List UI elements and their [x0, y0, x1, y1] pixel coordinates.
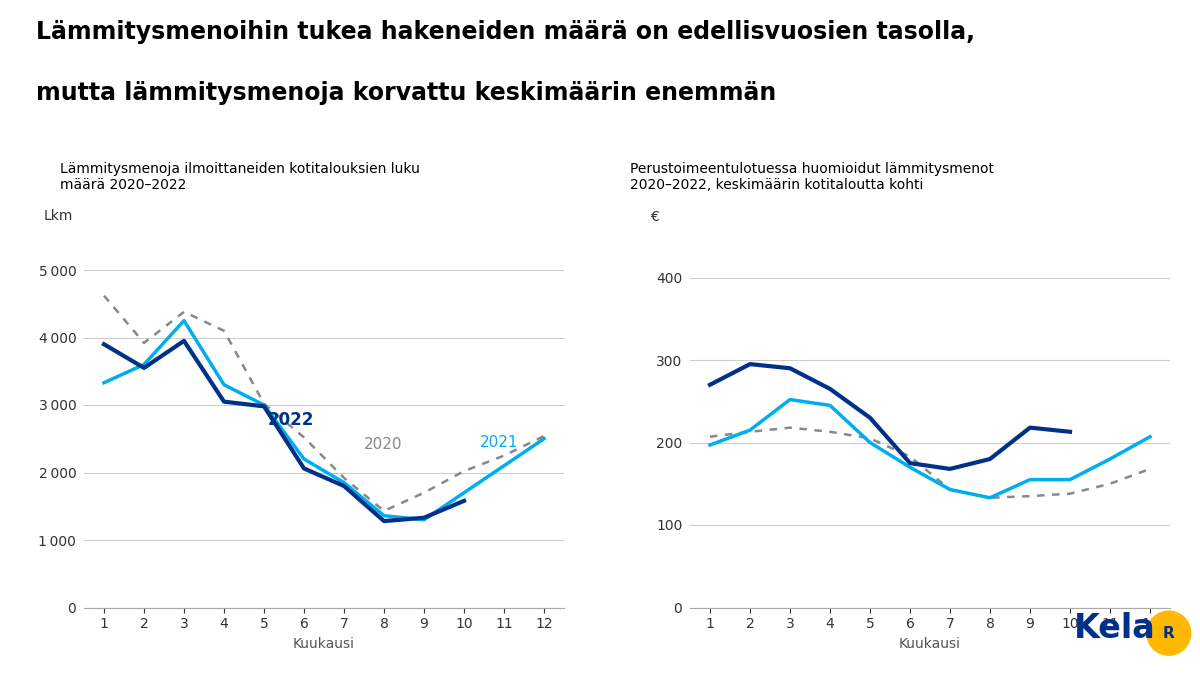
Text: mutta lämmitysmenoja korvattu keskimäärin enemmän: mutta lämmitysmenoja korvattu keskimääri…	[36, 81, 776, 105]
Text: 2022: 2022	[268, 411, 314, 429]
Text: Lämmitysmenoja ilmoittaneiden kotitalouksien luku
määrä 2020–2022: Lämmitysmenoja ilmoittaneiden kotitalouk…	[60, 162, 420, 192]
Text: €: €	[650, 210, 659, 224]
Text: Kela: Kela	[1074, 612, 1156, 645]
Text: Lkm: Lkm	[44, 209, 73, 223]
Text: Lämmitysmenoihin tukea hakeneiden määrä on edellisvuosien tasolla,: Lämmitysmenoihin tukea hakeneiden määrä …	[36, 20, 974, 45]
Circle shape	[1147, 611, 1190, 655]
X-axis label: Kuukausi: Kuukausi	[899, 637, 961, 651]
Text: 2020: 2020	[364, 437, 402, 452]
Text: Perustoimeentulotuessa huomioidut lämmitysmenot
2020–2022, keskimäärin kotitalou: Perustoimeentulotuessa huomioidut lämmit…	[630, 162, 994, 192]
Text: R: R	[1163, 626, 1175, 641]
Text: 2021: 2021	[480, 435, 518, 450]
X-axis label: Kuukausi: Kuukausi	[293, 637, 355, 651]
